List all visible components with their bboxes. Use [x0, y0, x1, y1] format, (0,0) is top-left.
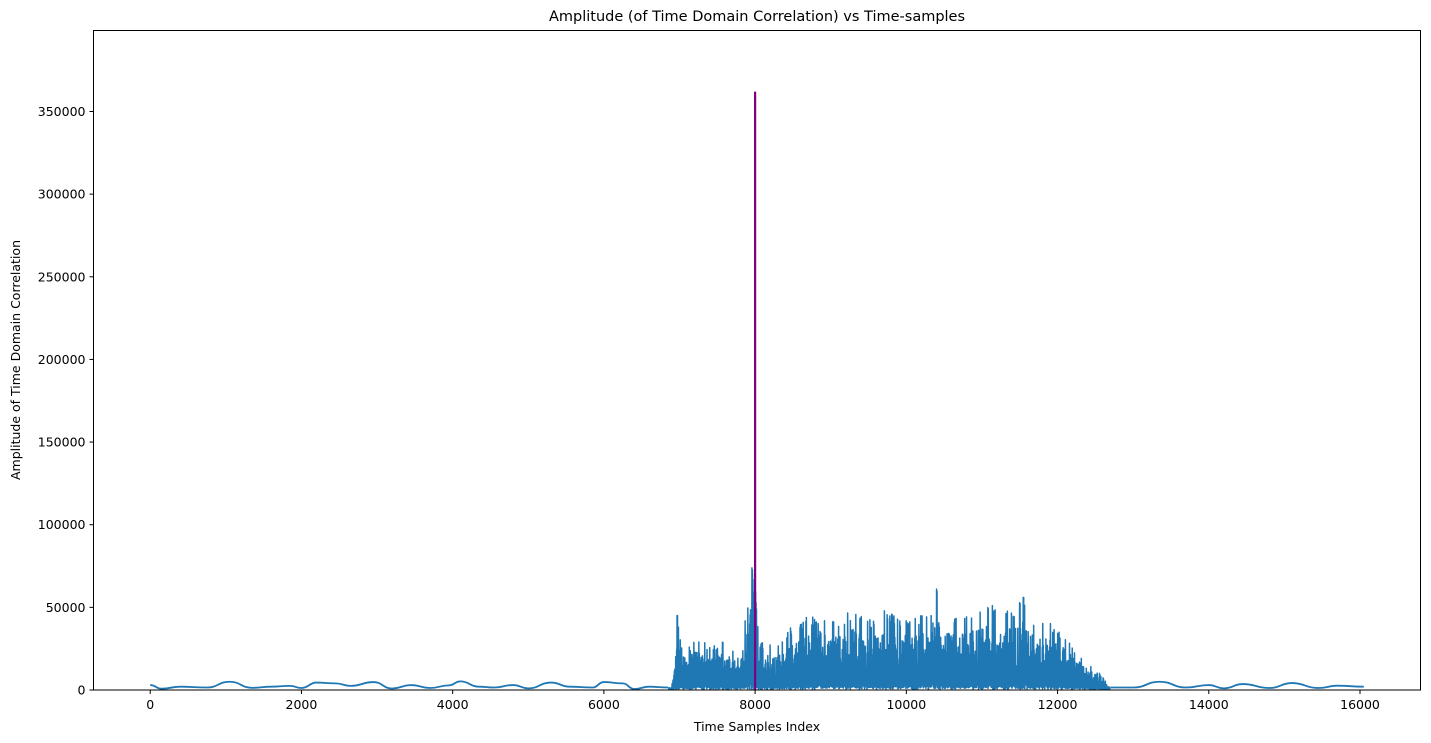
- y-tick-label: 50000: [46, 600, 86, 615]
- chart-title: Amplitude (of Time Domain Correlation) v…: [549, 9, 965, 25]
- y-axis-label: Amplitude of Time Domain Correlation: [8, 240, 23, 480]
- x-tick-label: 10000: [886, 697, 926, 712]
- y-tick-label: 200000: [38, 352, 86, 367]
- series-line-tail: [1110, 680, 1364, 690]
- x-axis-ticks: 0 2000 4000 6000 8000 10000 12000 14000 16000: [146, 690, 1380, 712]
- y-tick-label: 150000: [38, 435, 86, 450]
- axes-frame: [93, 30, 1421, 691]
- x-tick-label: 12000: [1038, 697, 1078, 712]
- series-line-head: [150, 680, 669, 690]
- y-tick-label: 250000: [38, 269, 86, 284]
- x-tick-label: 14000: [1189, 697, 1229, 712]
- x-tick-label: 0: [146, 697, 154, 712]
- y-tick-label: 0: [78, 683, 86, 698]
- x-tick-label: 16000: [1340, 697, 1380, 712]
- x-tick-label: 4000: [437, 697, 469, 712]
- y-axis-ticks: 0 50000 100000 150000 200000 250000 300000 3500…: [38, 104, 94, 698]
- x-tick-label: 6000: [588, 697, 620, 712]
- y-tick-label: 300000: [38, 187, 86, 202]
- x-tick-label: 8000: [739, 697, 771, 712]
- x-tick-label: 2000: [286, 697, 318, 712]
- y-tick-label: 100000: [38, 517, 86, 532]
- series-noise-band: [667, 567, 1112, 691]
- x-axis-label: Time Samples Index: [693, 719, 820, 734]
- y-tick-label: 350000: [38, 104, 86, 119]
- plot-area: [150, 91, 1364, 691]
